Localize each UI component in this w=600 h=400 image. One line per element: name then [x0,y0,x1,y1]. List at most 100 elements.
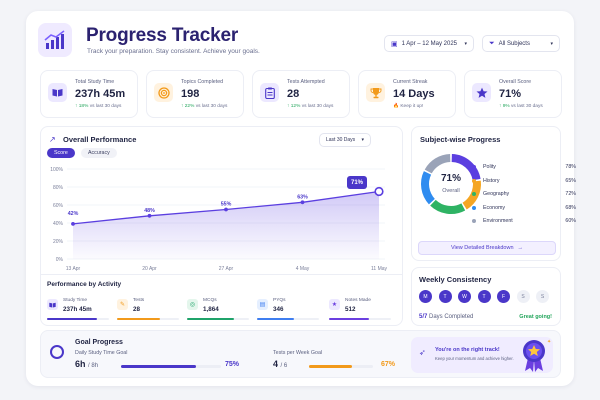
filter-icon: ⏷ [489,39,495,47]
activity-label: Notes Made [345,298,371,303]
activity-row: Study Time 237h 45m ✎ Tests 28 ◎ MCQs 1,… [41,283,402,325]
donut-center-label: Overall [442,188,460,194]
day-indicator: M [419,290,432,303]
subject-filter[interactable]: ⏷ All Subjects ▾ [482,35,560,52]
view-breakdown-label: View Detailed Breakdown [450,245,514,251]
stat-change: ↑ 18% vs last 30 days [75,104,122,109]
activity-label: PYQs [273,298,286,303]
activity-pyqs: ▤ PYQs 346 [257,295,323,325]
legend-dot [472,165,476,169]
dashboard-page: Progress Tracker Track your preparation.… [26,11,576,386]
date-range-picker[interactable]: ▣ 1 Apr – 12 May 2025 ▾ [384,35,474,52]
legend-dot [472,205,476,210]
stat-card-tests: Tests Attempted 28 ↑ 12% vs last 30 days [252,70,350,118]
data-point [224,207,228,212]
stat-change: ↑ 12% vs last 30 days [287,104,334,109]
legend-label: Geography [483,191,510,197]
daily-goal-percent: 75% [225,361,240,368]
legend-label: Economy [483,204,506,211]
activity-value: 346 [273,306,284,313]
donut-slice [451,154,481,181]
motivation-banner: ➶ You're on the right track! Keep your m… [411,337,553,373]
trend-chart-icon [44,30,65,49]
date-range-label: 1 Apr – 12 May 2025 [401,40,457,47]
x-tick-label: 13 Apr [66,266,81,272]
target-icon [50,345,64,359]
legend-dot [472,178,476,183]
legend-item: Polity 78% [472,163,576,173]
legend-item: History 65% [472,177,576,187]
page-title: Progress Tracker [86,25,239,46]
activity-progress [257,318,319,320]
activity-title: Performance by Activity [47,281,122,288]
stat-change: ↑ 9% vs last 30 days [499,104,543,109]
weekly-title: Weekly Consistency [419,275,492,284]
donut-center-value: 71% [440,173,461,184]
data-point [374,186,384,197]
clipboard-icon [260,83,279,102]
stat-value: 71% [499,88,522,100]
legend-value: 65% [565,177,576,184]
stat-label: Total Study Time [75,79,115,85]
activity-mcqs: ◎ MCQs 1,864 [187,295,253,325]
stat-value: 198 [181,88,200,100]
activity-label: Study Time [63,298,87,303]
weekly-note: Great going! [519,314,552,320]
star-icon [472,83,491,102]
rocket-icon: ➶ [419,348,426,357]
stat-value: 28 [287,88,300,100]
tests-goal-bar [309,365,373,368]
overall-performance-card: ↗ Overall Performance Last 30 Days ▾ Sco… [40,126,403,326]
y-tick-label: 100% [50,167,63,173]
data-point [71,222,75,226]
tab-accuracy[interactable]: Accuracy [81,148,117,158]
activity-value: 512 [345,306,356,313]
legend-value: 78% [565,164,576,170]
stat-label: Overall Score [499,79,532,85]
y-tick-label: 80% [53,185,64,191]
divider [41,274,402,275]
y-tick-label: 60% [53,203,64,209]
goal-progress-card: Goal Progress Daily Study Time Goal 6h /… [40,330,561,378]
day-indicator: W [458,290,471,303]
donut-slice [421,171,435,205]
chevron-down-icon: ▾ [464,40,467,47]
subject-progress-title: Subject-wise Progress [420,135,501,144]
tests-goal-value: 4 / 6 [273,359,288,369]
period-select[interactable]: Last 30 Days ▾ [319,133,371,147]
trend-icon: ↗ [49,135,56,144]
flame-icon: 🔥 [393,104,399,109]
y-tick-label: 40% [53,221,64,227]
x-tick-label: 4 May [296,266,310,272]
activity-tests: ✎ Tests 28 [117,295,183,325]
legend-label: History [483,177,500,184]
stat-card-streak: Current Streak 14 Days 🔥 Keep it up! [358,70,456,118]
view-breakdown-button[interactable]: View Detailed Breakdown → [418,241,556,255]
x-tick-label: 20 Apr [142,266,157,272]
stat-card-score: Overall Score 71% ↑ 9% vs last 30 days [464,70,562,118]
arrow-right-icon: → [517,245,524,251]
performance-chart: 0% 20% 40% 60% 80% 100% 13 Apr 20 Apr 27 Apr 4 Ma… [50,167,387,272]
legend-value: 60% [565,218,576,224]
stat-value: 14 Days [393,88,435,100]
activity-label: Tests [133,298,145,303]
activity-progress [47,318,109,320]
tests-goal-percent: 67% [381,361,396,368]
current-score-callout: 71% [347,176,367,189]
activity-study-time: Study Time 237h 45m [47,295,113,325]
legend-dot [472,192,476,196]
data-label: 48% [144,208,155,214]
days-completed: 5/7 Days Completed [419,314,474,320]
donut-slice [424,154,451,174]
app-logo [38,23,72,57]
legend-item: Geography 72% [472,190,576,200]
stat-label: Tests Attempted [287,79,325,85]
tab-score[interactable]: Score [47,148,75,158]
subject-progress-card: Subject-wise Progress 71% Overall View D… [411,126,561,261]
legend-value: 72% [565,191,576,197]
day-indicator: S [516,290,530,303]
stat-change: 🔥 Keep it up! [393,104,424,109]
calendar-icon: ▣ [391,40,398,48]
activity-value: 1,864 [203,306,219,313]
period-label: Last 30 Days [326,137,356,143]
